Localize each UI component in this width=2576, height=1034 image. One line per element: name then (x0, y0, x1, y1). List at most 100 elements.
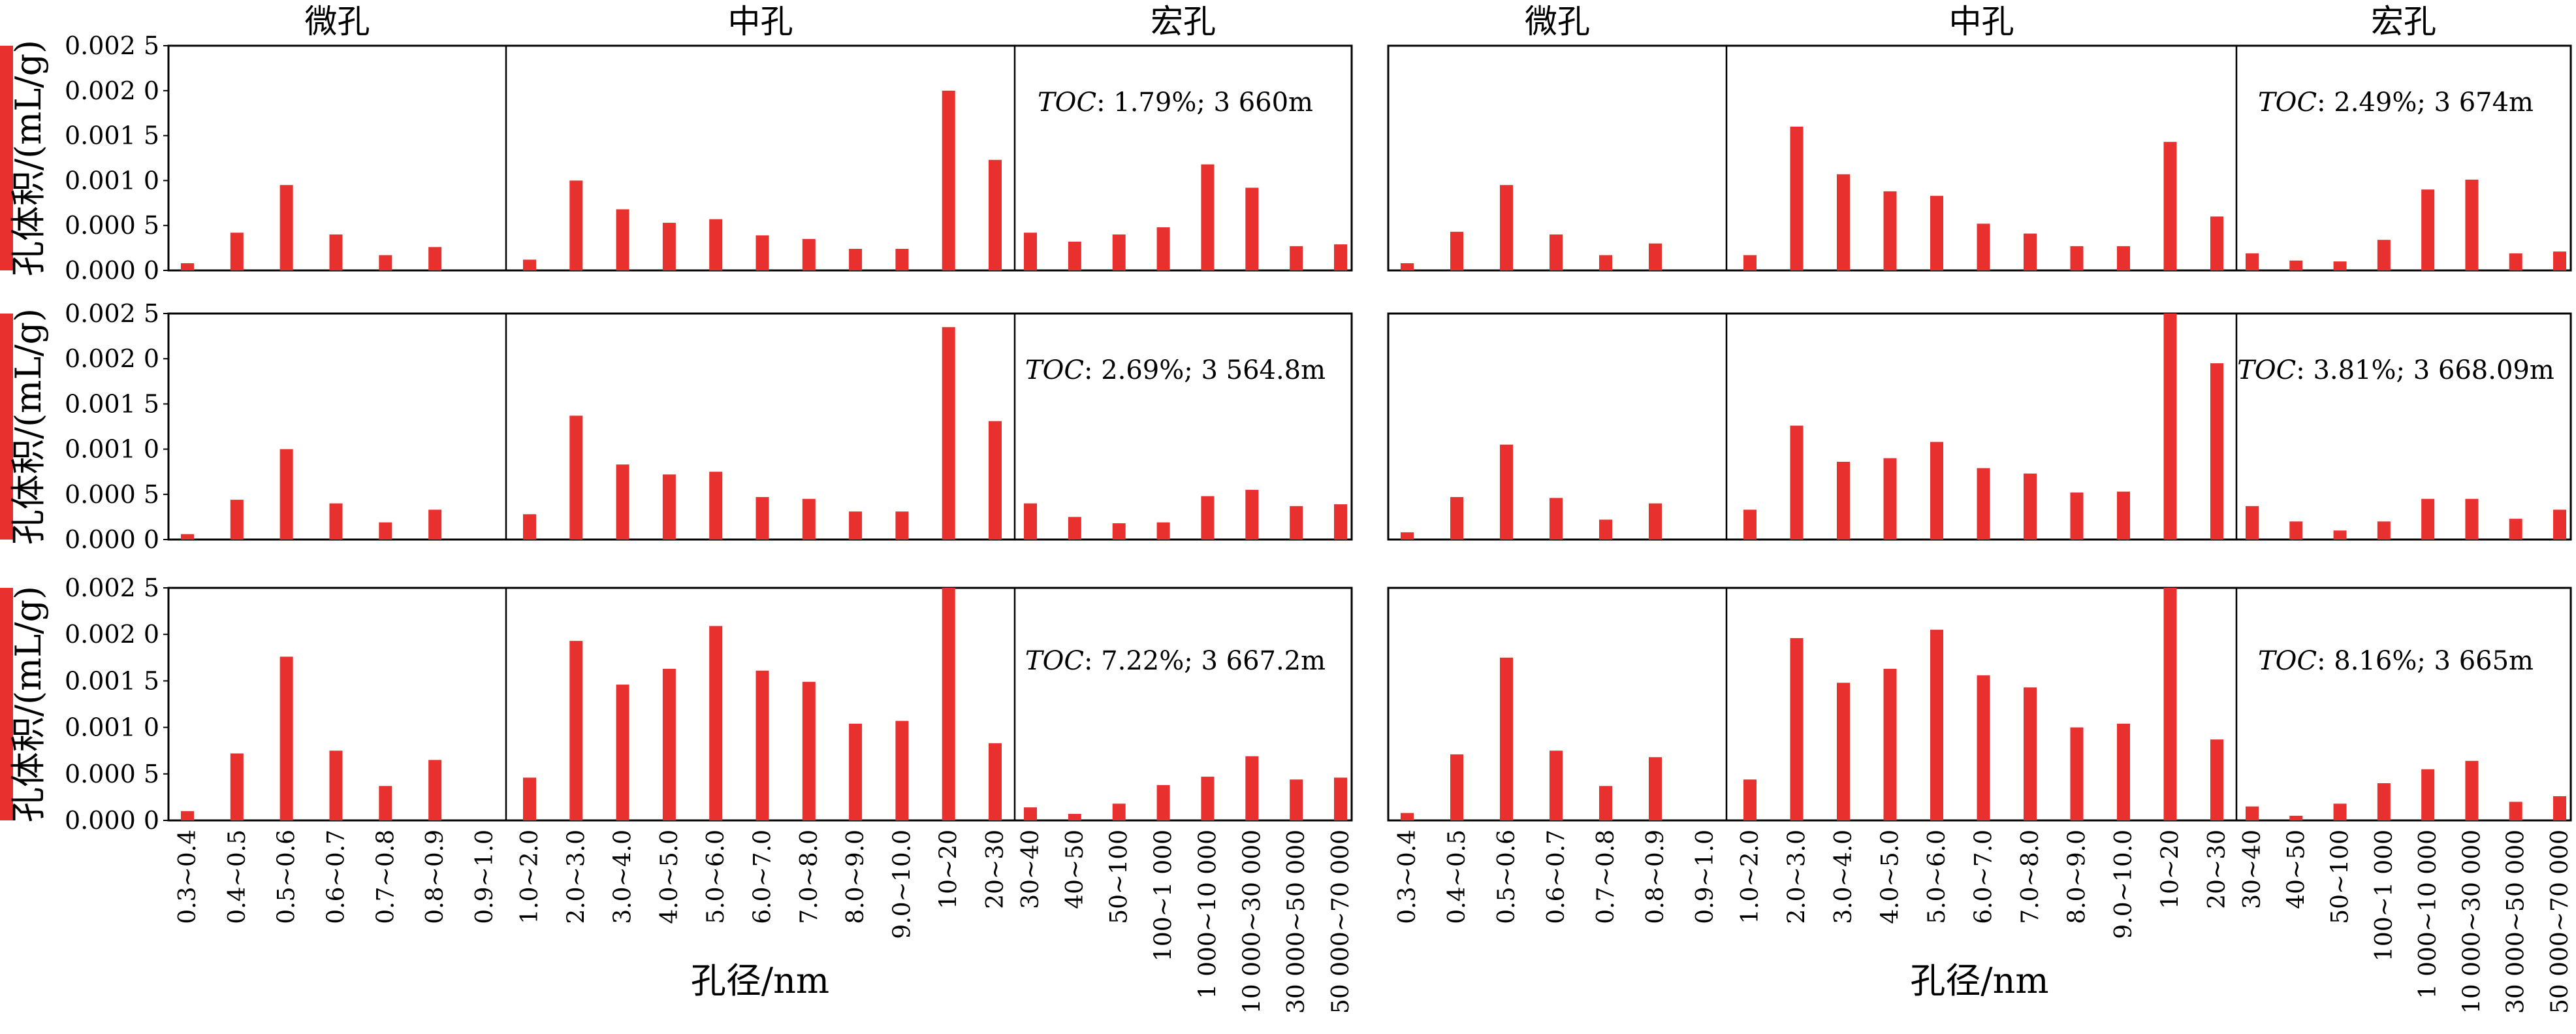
bar (2163, 314, 2177, 540)
bar (329, 751, 343, 820)
bar (1649, 757, 1662, 820)
bar (2163, 142, 2177, 270)
y-tick-label: 0.002 0 (65, 620, 159, 649)
group-header: 微孔 (1525, 3, 1590, 40)
bar (1930, 195, 1943, 270)
x-tick-label: 10~20 (936, 830, 962, 909)
bar (849, 248, 863, 270)
y-tick-label: 0.001 0 (65, 713, 159, 742)
bar (2421, 769, 2435, 820)
bar (2465, 760, 2479, 820)
bar (181, 811, 194, 820)
bar (1334, 244, 1347, 270)
toc-label: TOC (2258, 88, 2317, 118)
bar (1245, 187, 1259, 270)
bar (942, 327, 955, 540)
bar (755, 496, 769, 540)
x-tick-label: 100~1 000 (2371, 830, 2398, 961)
toc-label: TOC (1025, 646, 1084, 676)
x-tick-label: 40~50 (1062, 830, 1089, 909)
bar (523, 259, 536, 270)
x-tick-label: 7.0~8.0 (796, 830, 823, 924)
toc-annotation: TOC: 8.16%; 3 665m (2258, 646, 2534, 676)
bar (1112, 523, 1126, 540)
bar (1550, 234, 1563, 270)
y-tick-label: 0.001 0 (65, 166, 159, 195)
x-tick-label: 4.0~5.0 (656, 830, 683, 924)
bar (849, 723, 863, 820)
x-tick-label: 7.0~8.0 (2017, 830, 2044, 924)
x-tick-label: 6.0~7.0 (750, 830, 776, 924)
toc-value: : 2.49%; 3 674m (2317, 88, 2534, 118)
bar (2553, 796, 2566, 820)
y-tick-label: 0.000 0 (65, 256, 159, 285)
toc-annotation: TOC: 1.79%; 3 660m (1038, 88, 1313, 118)
bar (379, 255, 392, 270)
y-tick-label: 0.000 5 (65, 480, 159, 509)
bar (1930, 442, 1943, 540)
bar (1334, 504, 1347, 540)
bar (2117, 246, 2130, 270)
x-tick-label: 5.0~6.0 (1924, 830, 1950, 924)
x-tick-label: 2.0~3.0 (1784, 830, 1811, 924)
bar (279, 656, 293, 820)
y-tick-label: 0.001 5 (65, 389, 159, 418)
x-tick-label: 1.0~2.0 (517, 830, 543, 924)
toc-value: : 8.16%; 3 665m (2317, 646, 2534, 676)
bar (1068, 814, 1081, 820)
bar (2333, 261, 2347, 270)
x-tick-label: 100~1 000 (1151, 830, 1177, 961)
toc-annotation: TOC: 3.81%; 3 668.09m (2237, 355, 2554, 385)
bar (1024, 233, 1037, 270)
bar (379, 522, 392, 540)
bar (895, 248, 909, 270)
bar (709, 626, 723, 820)
bar (2117, 723, 2130, 820)
bar (616, 464, 629, 540)
bar (2465, 498, 2479, 540)
y-tick-label: 0.002 5 (65, 31, 159, 60)
bar (849, 511, 863, 540)
bar (1401, 263, 1414, 270)
group-header: 中孔 (728, 3, 793, 40)
y-tick-label: 0.000 0 (65, 806, 159, 835)
bar (1837, 174, 1850, 270)
bar (2509, 801, 2522, 820)
bar (569, 415, 583, 540)
x-tick-label: 0.6~0.7 (1543, 830, 1570, 924)
x-tick-label: 0.3~0.4 (1394, 830, 1421, 924)
bar (1837, 683, 1850, 820)
x-tick-label: 2.0~3.0 (563, 830, 590, 924)
x-tick-label: 50~100 (1106, 830, 1133, 924)
x-tick-label: 0.6~0.7 (323, 830, 350, 924)
bar (2289, 815, 2303, 820)
bar (2070, 727, 2084, 820)
bar (230, 753, 244, 820)
x-tick-label: 8.0~9.0 (842, 830, 869, 924)
bar (428, 760, 442, 820)
bar (230, 233, 244, 270)
bar (2509, 253, 2522, 270)
bar (1743, 255, 1757, 270)
bar (1450, 231, 1463, 270)
x-tick-label: 3.0~4.0 (1830, 830, 1857, 924)
bar (942, 90, 955, 271)
bar (755, 235, 769, 270)
y-axis-title: 孔体积/(mL/g) (8, 308, 49, 545)
bar (1930, 630, 1943, 820)
x-tick-label: 40~50 (2283, 830, 2310, 909)
bar (2333, 803, 2347, 820)
bar (181, 534, 194, 540)
bar (1450, 496, 1463, 540)
x-tick-label: 10~20 (2157, 830, 2184, 909)
x-tick-label: 4.0~5.0 (1877, 830, 1904, 924)
bar (1500, 185, 1513, 270)
group-header: 宏孔 (2371, 3, 2436, 40)
bar (662, 223, 676, 270)
x-axis-title: 孔径/nm (691, 960, 829, 1001)
bar (1401, 532, 1414, 540)
x-tick-label: 10 000~30 000 (2458, 830, 2485, 1014)
toc-label: TOC (1025, 355, 1084, 385)
x-tick-label: 30~40 (1017, 830, 1044, 909)
x-tick-label: 0.7~0.8 (372, 830, 399, 924)
